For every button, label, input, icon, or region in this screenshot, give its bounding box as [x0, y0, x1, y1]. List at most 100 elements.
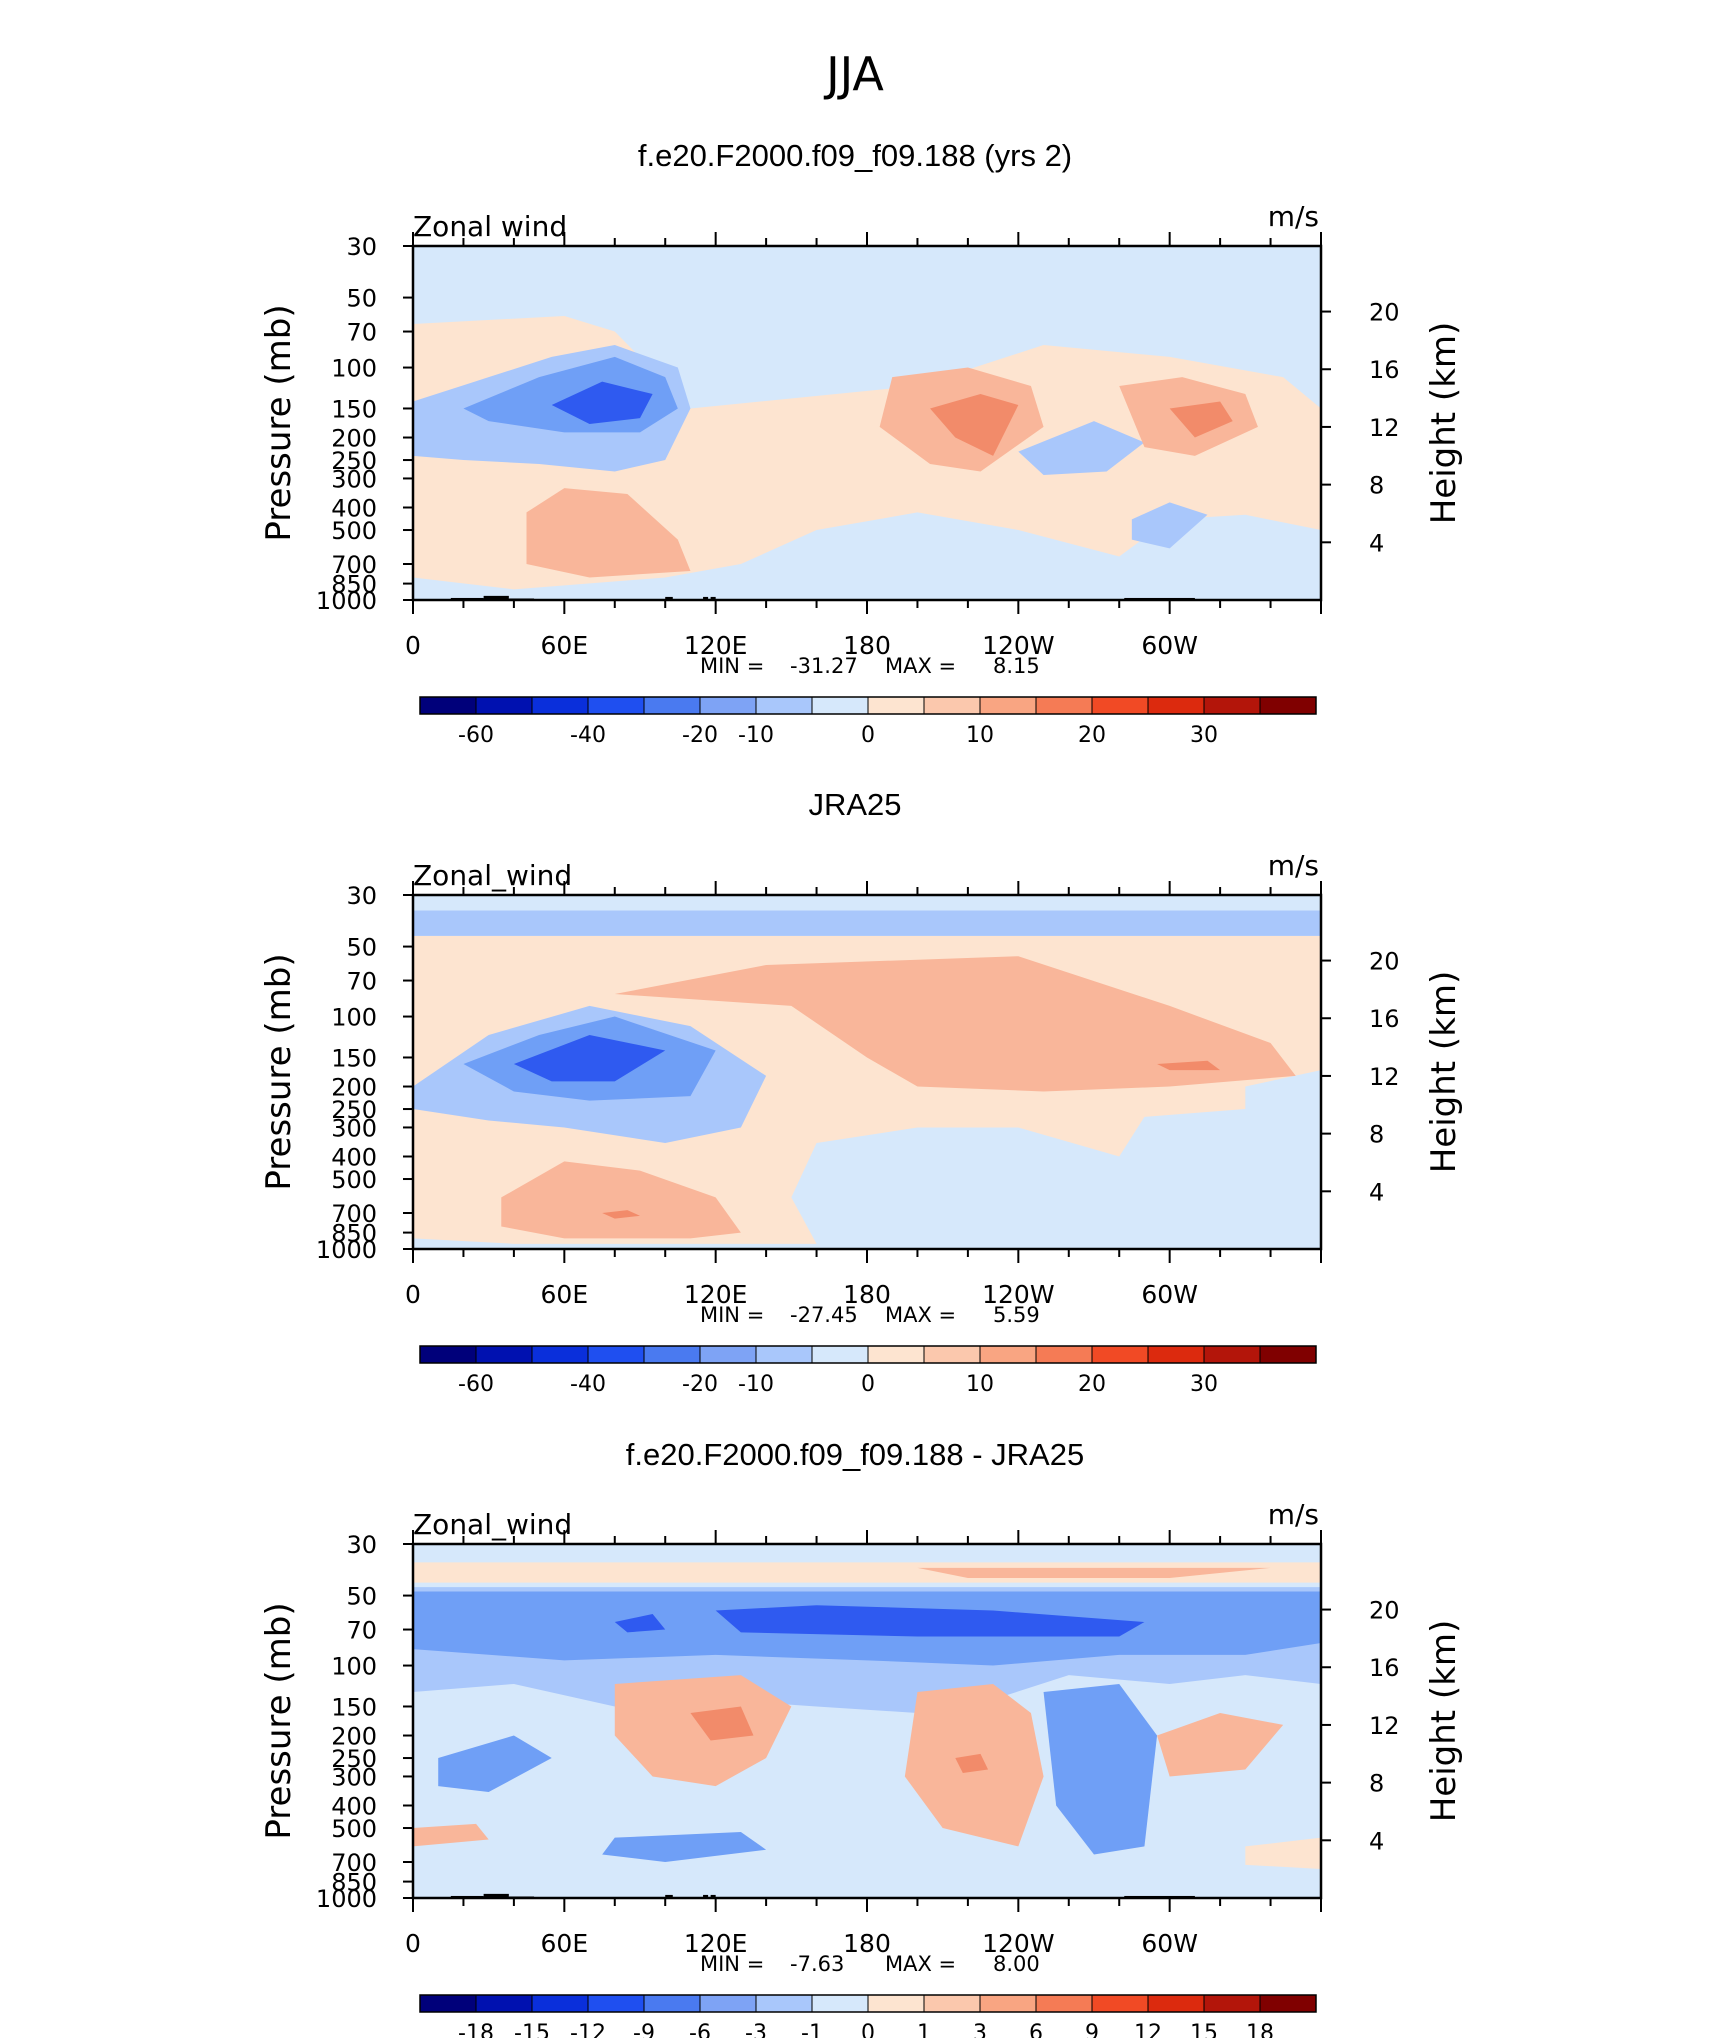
height-tick-label: 12: [1369, 414, 1400, 442]
colorbar-label: 30: [1190, 723, 1218, 748]
colorbar-swatch: [811, 1994, 869, 2013]
pressure-tick-label: 500: [331, 1166, 377, 1194]
colorbar-swatch: [1259, 1345, 1317, 1364]
colorbar-swatch: [699, 1345, 757, 1364]
colorbar-label: -12: [570, 2021, 606, 2038]
min-label: MIN =: [700, 1952, 764, 1976]
colorbar-label: 0: [861, 1372, 875, 1397]
pressure-tick-label: 250: [331, 447, 377, 475]
units-label: m/s: [1268, 1498, 1319, 1531]
colorbar-swatch: [979, 1994, 1037, 2013]
topography-block: [483, 595, 509, 600]
pressure-tick-label: 700: [331, 551, 377, 579]
colorbar-swatch: [1091, 696, 1149, 715]
contour-region: [930, 394, 1019, 456]
colorbar-swatch: [531, 1345, 589, 1364]
colorbar: -60 -40 -20 -10 0 10 20 30: [419, 696, 1317, 748]
contour-region: [1157, 1060, 1221, 1071]
contour-region: [413, 910, 1321, 936]
panel-title: JRA25: [808, 787, 901, 822]
height-tick-label: 4: [1369, 529, 1384, 557]
pressure-tick-label: 200: [331, 425, 377, 453]
max-value: 8.15: [993, 654, 1040, 678]
colorbar-swatch: [587, 1345, 645, 1364]
colorbar-label: 1: [917, 2021, 931, 2038]
topography-block: [665, 1894, 673, 1898]
plot-area: [413, 895, 1321, 1249]
pressure-tick-label: 70: [346, 319, 377, 347]
pressure-tick-label: 50: [346, 934, 377, 962]
lon-tick-label: 120E: [684, 631, 748, 660]
topography-block: [710, 1894, 716, 1898]
pressure-tick-label: 1000: [316, 1885, 377, 1913]
pressure-tick-label: 150: [331, 395, 377, 423]
lon-tick-label: 60W: [1141, 1280, 1198, 1309]
height-tick-label: 16: [1369, 356, 1400, 384]
min-value: -31.27: [790, 654, 858, 678]
colorbar-swatch: [1035, 1345, 1093, 1364]
colorbar-label: -60: [458, 1372, 494, 1397]
pressure-tick-label: 300: [331, 1763, 377, 1791]
colorbar-swatch: [1035, 1994, 1093, 2013]
field-label: Zonal_wind: [413, 859, 572, 892]
min-label: MIN =: [700, 1303, 764, 1327]
colorbar-label: -10: [738, 723, 774, 748]
max-label: MAX =: [885, 1303, 956, 1327]
colorbar-label: -40: [570, 723, 606, 748]
colorbar-label: 20: [1078, 723, 1106, 748]
colorbar-swatch: [587, 1994, 645, 2013]
colorbar-swatch: [867, 1994, 925, 2013]
colorbar-swatch: [811, 1345, 869, 1364]
colorbar-swatch: [419, 1994, 477, 2013]
lon-tick-label: 180: [843, 631, 891, 660]
y-axis-title-right: Height (km): [1424, 971, 1464, 1174]
contour-region: [526, 488, 691, 578]
height-tick-label: 8: [1369, 1770, 1384, 1798]
lon-tick-label: 120W: [982, 1280, 1054, 1309]
colorbar-swatch: [1147, 1994, 1205, 2013]
colorbar-label: 12: [1134, 2021, 1162, 2038]
colorbar-swatch: [923, 1994, 981, 2013]
contour-region: [1245, 1837, 1321, 1869]
lon-tick-label: 0: [405, 1929, 421, 1958]
colorbar-label: -10: [738, 1372, 774, 1397]
colorbar-label: 0: [861, 2021, 875, 2038]
max-label: MAX =: [885, 1952, 956, 1976]
pressure-tick-label: 500: [331, 517, 377, 545]
colorbar-swatch: [419, 696, 477, 715]
colorbar-label: -1: [801, 2021, 823, 2038]
pressure-tick-label: 30: [346, 233, 377, 261]
figure-title: JJA: [823, 47, 884, 101]
colorbar-swatch: [1259, 696, 1317, 715]
pressure-tick-label: 70: [346, 968, 377, 996]
contour-region: [1169, 401, 1233, 438]
colorbar-label: 20: [1078, 1372, 1106, 1397]
colorbar-swatch: [531, 1994, 589, 2013]
min-label: MIN =: [700, 654, 764, 678]
pressure-tick-label: 30: [346, 882, 377, 910]
pressure-tick-label: 30: [346, 1531, 377, 1559]
colorbar-swatch: [1091, 1994, 1149, 2013]
colorbar-label: -60: [458, 723, 494, 748]
contour-region: [614, 1675, 792, 1787]
max-label: MAX =: [885, 654, 956, 678]
pressure-tick-label: 850: [331, 1869, 377, 1897]
colorbar-label: 0: [861, 723, 875, 748]
lon-tick-label: 60E: [541, 1929, 589, 1958]
colorbar-label: 3: [973, 2021, 987, 2038]
contour-region: [917, 1567, 1271, 1578]
max-value: 5.59: [993, 1303, 1040, 1327]
colorbar-swatch: [699, 696, 757, 715]
colorbar-swatch: [1091, 1345, 1149, 1364]
pressure-tick-label: 850: [331, 1220, 377, 1248]
topography-block: [483, 1893, 509, 1898]
contour-region: [602, 1210, 640, 1219]
lon-tick-label: 120E: [684, 1929, 748, 1958]
colorbar-swatch: [923, 1345, 981, 1364]
colorbar-label: -40: [570, 1372, 606, 1397]
pressure-tick-label: 850: [331, 571, 377, 599]
contour-region: [438, 1735, 552, 1793]
colorbar-swatch: [475, 1345, 533, 1364]
lon-tick-label: 60W: [1141, 631, 1198, 660]
contour-region: [715, 1605, 1145, 1637]
